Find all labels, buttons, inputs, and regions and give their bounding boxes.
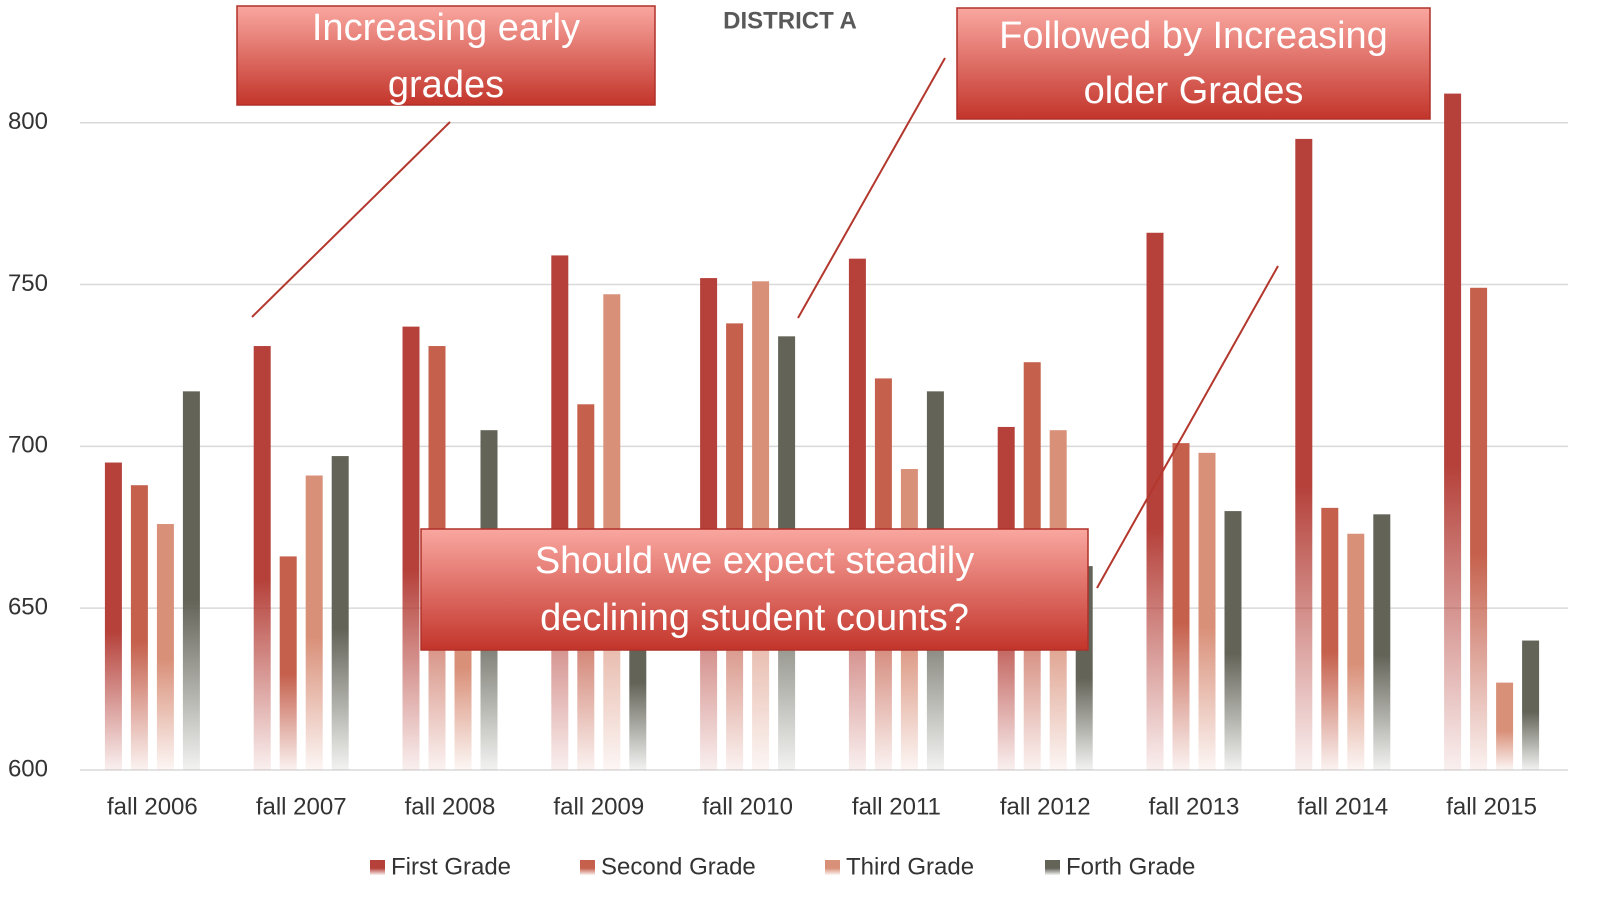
legend-label: Second Grade <box>601 853 756 880</box>
bar <box>1321 507 1339 770</box>
x-tick-label: fall 2014 <box>1297 793 1388 820</box>
x-tick-label: fall 2013 <box>1149 793 1240 820</box>
legend-label: Forth Grade <box>1066 853 1195 880</box>
bar <box>1373 514 1391 770</box>
bar <box>752 281 770 770</box>
bar <box>130 485 148 770</box>
legend-swatch <box>370 860 385 875</box>
bar <box>104 462 122 770</box>
annotation-text: older Grades <box>1084 70 1304 112</box>
legend-swatch <box>1045 860 1060 875</box>
bar <box>1146 232 1164 770</box>
y-tick-label: 750 <box>8 270 48 297</box>
y-tick-label: 700 <box>8 432 48 459</box>
bar <box>1224 511 1242 770</box>
bar <box>1522 640 1540 770</box>
bar <box>700 278 718 770</box>
annotation-text: grades <box>388 64 504 106</box>
bar <box>156 524 174 770</box>
x-tick-label: fall 2015 <box>1446 793 1537 820</box>
y-tick-label: 800 <box>8 108 48 135</box>
legend-swatch <box>825 860 840 875</box>
bar <box>253 346 271 770</box>
bar <box>1470 287 1488 770</box>
bar <box>1295 138 1313 771</box>
x-tick-label: fall 2008 <box>405 793 496 820</box>
x-tick-label: fall 2012 <box>1000 793 1091 820</box>
x-tick-label: fall 2007 <box>256 793 347 820</box>
y-tick-label: 600 <box>8 755 48 782</box>
legend-label: Third Grade <box>846 853 974 880</box>
bar <box>305 475 323 770</box>
x-tick-label: fall 2011 <box>852 793 941 820</box>
annotation-box <box>236 5 656 106</box>
bar <box>551 255 569 770</box>
annotation-line <box>1096 265 1279 589</box>
bar <box>1444 93 1462 771</box>
annotation-box <box>420 528 1089 651</box>
bar <box>1347 533 1365 770</box>
annotation-text: Should we expect steadily <box>535 540 974 582</box>
annotation-text: Followed by Increasing <box>999 15 1388 57</box>
y-tick-label: 650 <box>8 594 48 621</box>
x-tick-label: fall 2010 <box>702 793 793 820</box>
legend-label: First Grade <box>391 853 511 880</box>
bar <box>279 556 297 770</box>
bar <box>402 326 420 770</box>
x-tick-label: fall 2006 <box>107 793 198 820</box>
bar <box>1496 682 1514 770</box>
annotation-box <box>956 7 1431 120</box>
annotation-line <box>797 57 946 319</box>
bar <box>848 258 866 770</box>
bar <box>1172 443 1190 770</box>
bar <box>1198 452 1216 770</box>
bar <box>182 391 200 770</box>
annotation-line <box>251 121 451 318</box>
annotation-text: Increasing early <box>312 7 580 49</box>
x-tick-label: fall 2009 <box>553 793 644 820</box>
chart-title: DISTRICT A <box>723 7 857 34</box>
bar <box>331 456 349 770</box>
legend-swatch <box>580 860 595 875</box>
annotation-text: declining student counts? <box>540 597 969 639</box>
